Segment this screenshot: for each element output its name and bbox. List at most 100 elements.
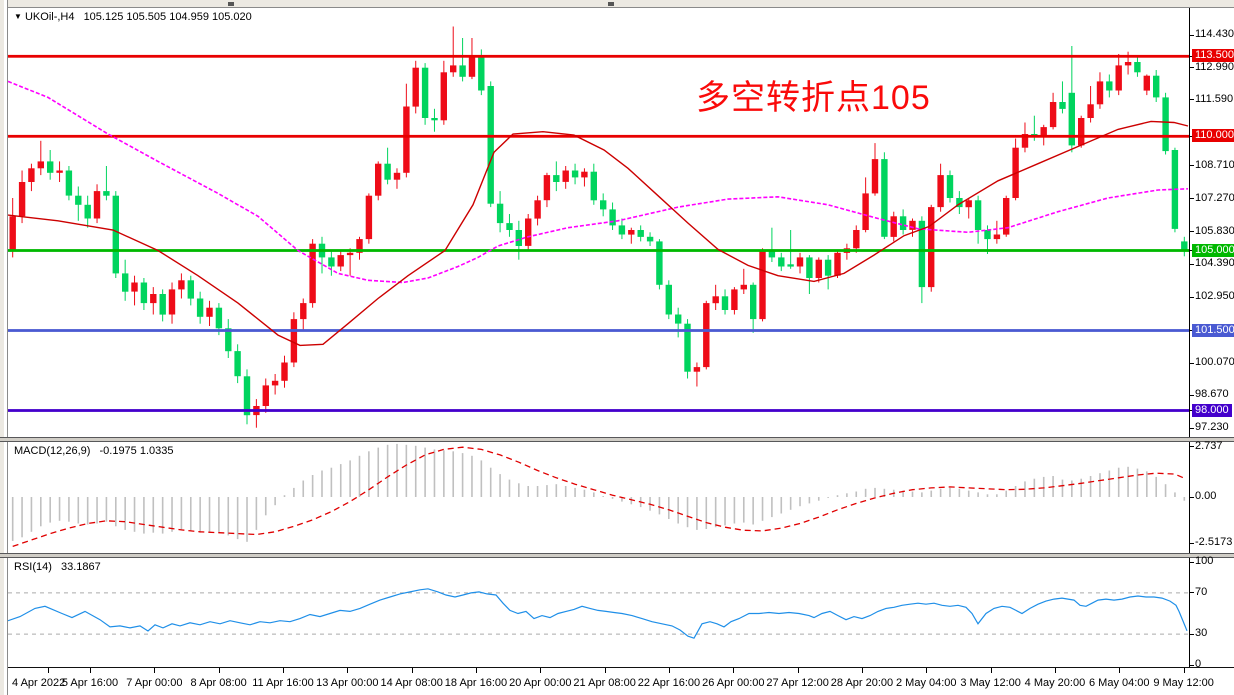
macd-histogram (11, 443, 1186, 542)
rsi-axis-tick (1190, 633, 1194, 635)
price-axis[interactable]: 114.430 113.500 112.990 111.590 110.000 108.7… (1189, 8, 1234, 437)
time-axis-label: 7 Apr 00:00 (126, 677, 183, 689)
ma-fast-line (8, 120, 1189, 347)
time-axis-tick (475, 668, 477, 673)
rsi-plot-area[interactable]: RSI(14) 33.1867 (8, 558, 1189, 667)
price-axis-tick (1190, 296, 1194, 298)
panel-splitter[interactable] (0, 553, 1234, 558)
time-axis-label: 5 Apr 16:00 (61, 677, 119, 689)
price-axis-label: 101.500 (1192, 323, 1234, 337)
time-axis-label: 20 Apr 00:00 (509, 677, 572, 689)
time-axis-tick (797, 668, 799, 673)
time-axis-tick (540, 668, 542, 673)
price-plot-area[interactable]: ▼ UKOil-,H4 105.125 105.505 104.959 105.… (8, 8, 1189, 437)
price-axis-label: 112.990 (1195, 60, 1234, 73)
chart-title: ▼ UKOil-,H4 105.125 105.505 104.959 105.… (14, 11, 252, 23)
price-axis-label: 114.430 (1195, 28, 1234, 40)
time-axis-tick (411, 668, 413, 673)
rsi-value: 33.1867 (60, 561, 101, 573)
macd-indicator-panel[interactable]: MACD(12,26,9) -0.1975 1.0335 2.737 0.00 -2… (8, 439, 1234, 553)
macd-axis-label: -2.5173 (1195, 536, 1233, 549)
time-axis-label: 21 Apr 08:00 (573, 677, 636, 689)
macd-label: MACD(12,26,9) (14, 445, 91, 457)
price-axis-label: 97.230 (1195, 421, 1229, 434)
time-axis-tick (218, 668, 220, 673)
ma-slow-line (8, 80, 1189, 284)
price-axis-tick (1190, 394, 1194, 396)
rsi-axis-label: 70 (1195, 585, 1208, 598)
price-axis-label: 108.710 (1195, 158, 1234, 171)
rsi-axis-label: 0 (1195, 658, 1202, 670)
price-axis-tick (1190, 67, 1194, 69)
price-axis-tick (1190, 198, 1194, 200)
macd-plot-area[interactable]: MACD(12,26,9) -0.1975 1.0335 (8, 442, 1189, 553)
time-axis-tick (282, 668, 284, 673)
price-axis-label: 105.830 (1195, 224, 1234, 237)
price-chart-canvas[interactable] (8, 8, 1189, 437)
symbol-period-label: UKOil-,H4 (24, 11, 75, 23)
time-axis-label: 14 Apr 08:00 (380, 677, 443, 689)
rsi-axis-tick (1190, 561, 1194, 563)
price-axis-label: 98.000 (1192, 403, 1232, 417)
time-axis-tick (90, 668, 91, 673)
price-axis-tick (1190, 34, 1194, 36)
macd-axis[interactable]: 2.737 0.00 -2.5173 (1189, 439, 1234, 553)
time-axis-label: 28 Apr 20:00 (830, 677, 894, 689)
price-axis-tick (1190, 99, 1194, 101)
rsi-title: RSI(14) 33.1867 (14, 561, 101, 573)
toolbar-separator-notch (228, 2, 234, 6)
rsi-axis-label: 100 (1195, 555, 1214, 567)
time-axis-label: 13 Apr 00:00 (316, 677, 379, 689)
macd-values: -0.1975 1.0335 (99, 445, 174, 457)
price-axis-label: 98.670 (1195, 388, 1229, 401)
time-axis-tick (1183, 668, 1185, 673)
price-axis-label: 113.500 (1192, 49, 1234, 63)
macd-chart-canvas[interactable] (8, 442, 1189, 553)
rsi-label: RSI(14) (14, 561, 52, 573)
time-axis-label: 18 Apr 16:00 (444, 677, 508, 689)
window-top-edge (0, 0, 1234, 8)
rsi-indicator-panel[interactable]: RSI(14) 33.1867 100 70 30 0 (8, 555, 1234, 670)
price-axis-label: 105.000 (1192, 243, 1234, 257)
time-axis-tick (990, 668, 992, 673)
rsi-chart-canvas[interactable] (8, 558, 1189, 667)
hlines-layer (8, 54, 1189, 412)
time-axis-label: 22 Apr 16:00 (637, 677, 701, 689)
price-axis-label: 102.950 (1195, 290, 1234, 303)
toolbar-separator-notch (608, 2, 614, 6)
time-axis-tick (668, 668, 670, 673)
ohlc-values: 105.125 105.505 104.959 105.020 (83, 11, 252, 23)
macd-axis-tick (1190, 496, 1194, 498)
time-axis-tick (1119, 668, 1121, 673)
macd-axis-label: 0.00 (1195, 490, 1217, 502)
chevron-down-icon: ▼ (14, 12, 22, 21)
time-axis-tick (861, 668, 863, 673)
price-axis-tick (1190, 362, 1194, 364)
price-axis-tick (1190, 427, 1194, 429)
price-chart-panel[interactable]: ▼ UKOil-,H4 105.125 105.505 104.959 105.… (8, 8, 1234, 437)
time-axis-label: 8 Apr 08:00 (190, 677, 247, 689)
time-axis-label: 3 May 12:00 (960, 677, 1021, 689)
price-axis-label: 107.270 (1195, 191, 1234, 204)
panel-splitter[interactable] (0, 437, 1234, 442)
rsi-axis[interactable]: 100 70 30 0 (1189, 555, 1234, 670)
price-axis-tick (1190, 263, 1194, 265)
macd-signal-line (12, 446, 1185, 548)
rsi-axis-tick (1190, 664, 1194, 666)
time-axis-label: 4 Apr 2022 (12, 677, 66, 689)
moving-averages-layer (8, 80, 1189, 347)
macd-axis-label: 2.737 (1195, 439, 1223, 452)
time-axis-tick (926, 668, 928, 673)
time-axis-label: 27 Apr 12:00 (766, 677, 829, 689)
time-axis-label: 4 May 20:00 (1024, 677, 1086, 689)
time-axis-tick (48, 668, 49, 673)
time-axis-tick (733, 668, 735, 673)
rsi-axis-tick (1190, 592, 1194, 594)
time-axis[interactable]: 4 Apr 2022 5 Apr 16:00 7 Apr 00:00 8 Apr 08… (8, 667, 1234, 695)
price-axis-tick (1190, 165, 1194, 167)
price-axis-label: 104.390 (1195, 257, 1234, 270)
price-axis-label: 111.590 (1195, 92, 1234, 105)
time-axis-label: 6 May 04:00 (1088, 677, 1150, 689)
time-axis-tick (604, 668, 606, 673)
